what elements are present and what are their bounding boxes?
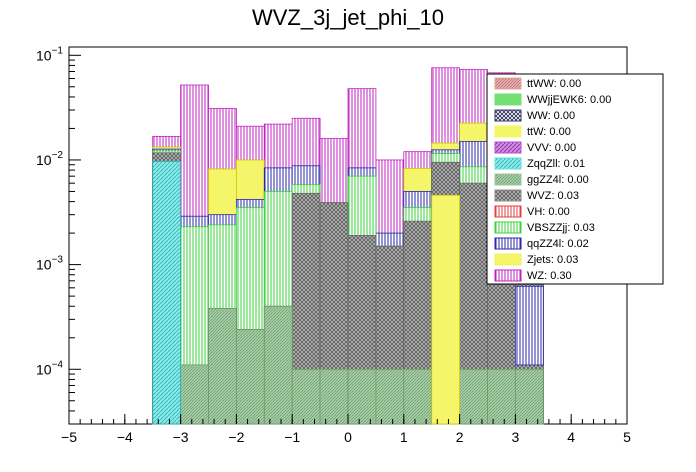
x-tick-label: 5 [623, 429, 631, 445]
legend-label-zjets: Zjets: 0.03 [527, 254, 578, 266]
y-tick-label: 10−1 [36, 45, 63, 63]
bar-ggzz4l-bin-6 [319, 368, 349, 425]
legend-label-vh: VH: 0.00 [527, 206, 570, 218]
bar-ggzz4l-bin-9 [403, 368, 433, 425]
bar-ggzz4l-bin-13 [515, 368, 544, 425]
legend-swatch-vvv [494, 141, 522, 154]
bar-zjets-solid-bin-10 [431, 194, 461, 425]
legend-swatch-zqqzll [494, 157, 522, 170]
legend-label-ww: WW: 0.00 [527, 110, 575, 122]
bar-ggzz4l-bin-5 [291, 368, 321, 425]
legend-swatch-wvz [494, 189, 522, 202]
legend-swatch-zjets [494, 253, 522, 266]
x-tick-label: 2 [456, 429, 464, 445]
x-tick-label: −2 [228, 429, 244, 445]
legend-label-ggzz4l: ggZZ4l: 0.00 [527, 174, 589, 186]
y-tick-label: 10−3 [36, 255, 63, 273]
legend-label-qqzz4l: qqZZ4l: 0.02 [527, 238, 589, 250]
legend-label-ttww: ttWW: 0.00 [527, 78, 581, 90]
legend-swatch-ww [494, 109, 522, 122]
bar-zqqzll-bin-0 [152, 160, 181, 425]
legend-label-ttw: ttW: 0.00 [527, 126, 571, 138]
legend-swatch-qqzz4l [494, 237, 522, 250]
x-tick-label: −3 [173, 429, 189, 445]
legend-label-vvv: VVV: 0.00 [527, 142, 576, 154]
legend-swatch-ggzz4l [494, 173, 522, 186]
legend-swatch-vbszzjj [494, 221, 522, 234]
y-tick-label: 10−2 [36, 150, 63, 168]
legend-label-wz: WZ: 0.30 [527, 270, 572, 282]
bar-qqzz4l-tail [515, 285, 544, 366]
legend-swatch-wwjjewk6 [494, 93, 522, 106]
x-tick-label: 4 [567, 429, 575, 445]
y-axis: 10−4 10−3 10−2 10−1 [36, 45, 81, 425]
x-tick-label: 0 [344, 429, 352, 445]
legend-swatch-ttw [494, 125, 522, 138]
bar-ggzz4l-bin-3 [235, 329, 265, 425]
bar-ggzz4l-bin-11 [459, 368, 488, 425]
bar-ggzz4l-bin-12 [487, 368, 516, 425]
legend-swatch-ttww [494, 77, 522, 90]
legend-label-wwjjewk6: WWjjEWK6: 0.00 [527, 94, 611, 106]
legend-label-vbszzjj: VBSZZjj: 0.03 [527, 222, 595, 234]
bar-ggzz4l-bin-1 [180, 364, 209, 425]
x-tick-label: −4 [117, 429, 133, 445]
legend-swatch-wz [494, 269, 522, 282]
x-tick-label: 1 [400, 429, 408, 445]
legend-label-zqqzll: ZqqZll: 0.01 [527, 158, 585, 170]
legend: ttWW: 0.00 WWjjEWK6: 0.00 WW: 0.00 ttW: 0.0… [486, 73, 664, 285]
x-tick-label: −1 [284, 429, 300, 445]
bar-ggzz4l-bin-4 [263, 305, 293, 425]
x-tick-label: 3 [512, 429, 520, 445]
x-axis: −5 −4 −3 −2 −1 0 1 2 3 4 5 [61, 414, 631, 445]
y-tick-label: 10−4 [36, 359, 63, 377]
bar-ggzz4l-bin-7 [347, 368, 377, 425]
legend-swatch-vh [494, 205, 522, 218]
bar-ggzz4l-bin-2 [208, 308, 237, 425]
bar-ggzz4l-bin-8 [375, 368, 405, 425]
histogram-bars [152, 67, 544, 425]
x-tick-label: −5 [61, 429, 77, 445]
chart-title: WVZ_3j_jet_phi_10 [252, 5, 444, 30]
legend-label-wvz: WVZ: 0.03 [527, 190, 579, 202]
